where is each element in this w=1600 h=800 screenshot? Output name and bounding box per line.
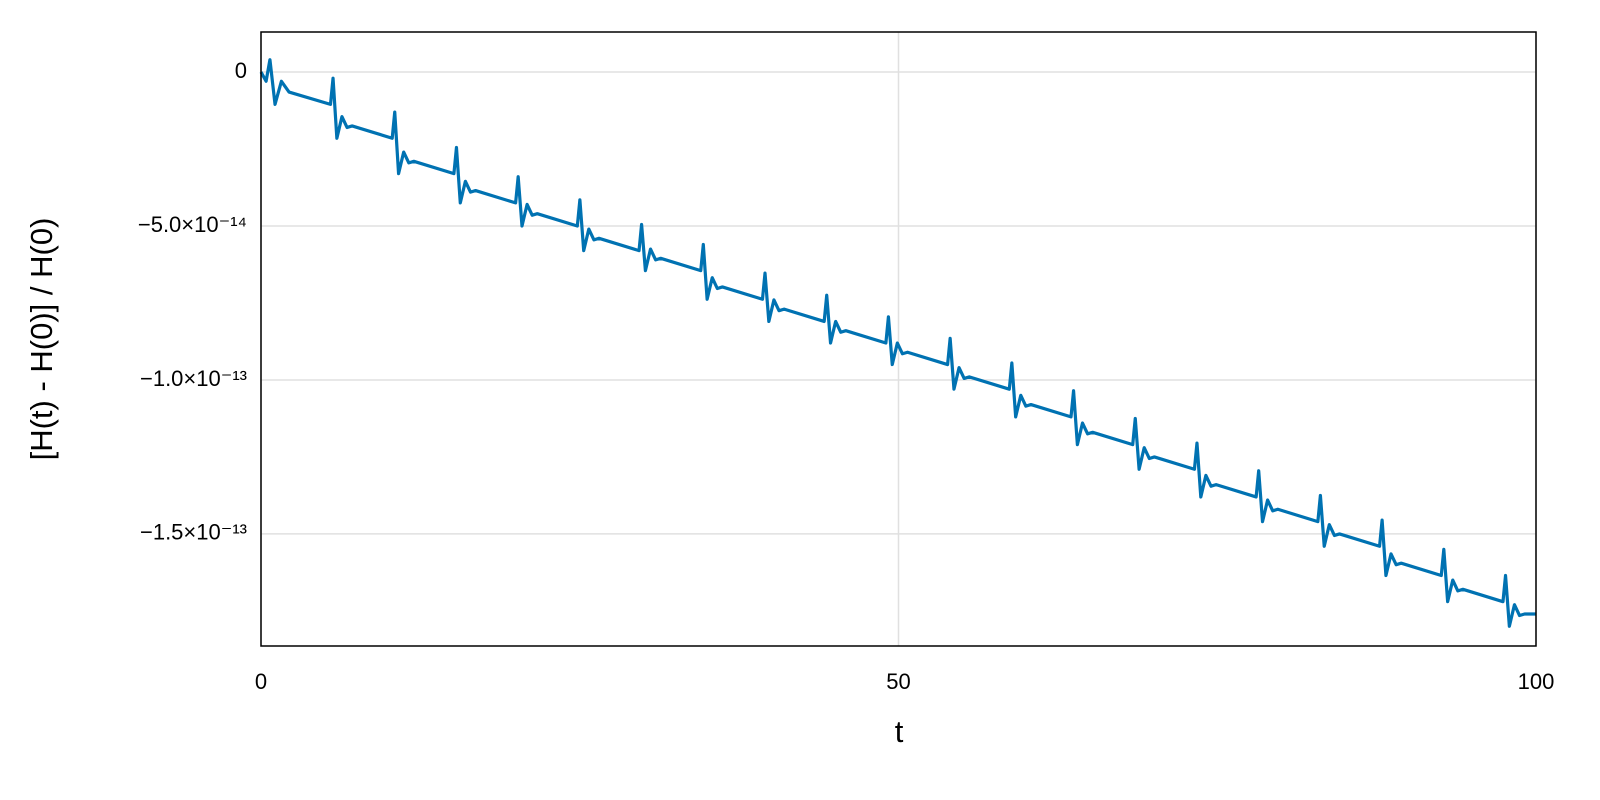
y-tick-label: −1.5×10⁻¹³: [140, 520, 247, 545]
x-tick-label: 50: [886, 669, 910, 694]
y-axis-label: [H(t) - H(0)] / H(0): [24, 218, 59, 461]
y-tick-label: −5.0×10⁻¹⁴: [138, 212, 247, 237]
y-tick-label: 0: [235, 58, 247, 83]
x-axis-label: t: [895, 714, 904, 749]
data-line: [259, 58, 1536, 628]
plot-frame: [260, 31, 1537, 647]
x-tick-label: 100: [1518, 669, 1555, 694]
plot-area: [259, 58, 1536, 628]
x-tick-label: 0: [255, 669, 267, 694]
y-tick-label: −1.0×10⁻¹³: [140, 366, 247, 391]
